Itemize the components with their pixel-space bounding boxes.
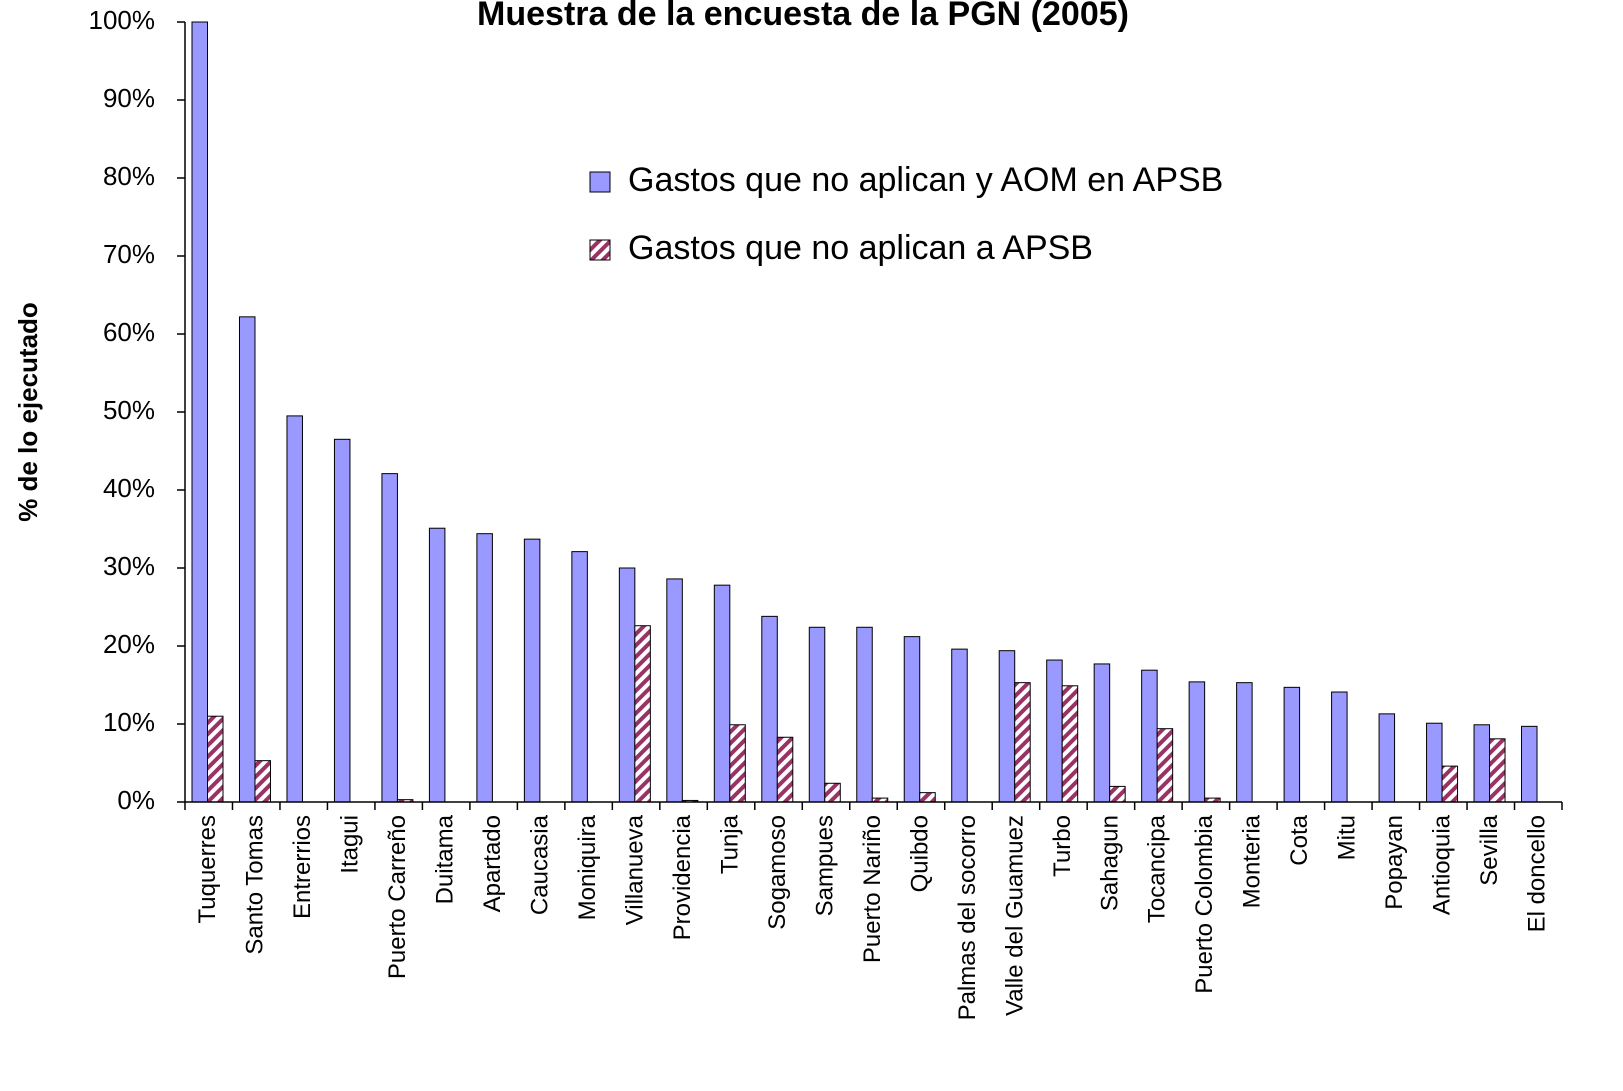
y-tick-label: 50% — [103, 395, 155, 425]
legend-swatch — [589, 239, 611, 261]
x-tick-label: Popayan — [1381, 815, 1408, 910]
bar — [381, 473, 398, 803]
bar — [571, 551, 588, 803]
bar — [523, 538, 541, 803]
bar — [729, 724, 746, 803]
x-tick-label: Tunja — [716, 814, 743, 874]
legend-label: Gastos que no aplican a APSB — [628, 229, 1093, 267]
y-tick-label: 90% — [103, 83, 155, 113]
x-tick-label: Mitu — [1334, 815, 1361, 860]
x-tick-label: Monteria — [1239, 814, 1266, 908]
y-tick-label: 20% — [103, 629, 155, 659]
x-tick-label: Villanueva — [621, 814, 648, 925]
x-tick-label: Duitama — [431, 814, 458, 904]
x-tick-label: Puerto Carreño — [384, 815, 411, 979]
bar — [998, 650, 1016, 803]
bar — [1141, 669, 1158, 803]
y-tick-label: 0% — [117, 785, 155, 815]
chart-title: Muestra de la encuesta de la PGN (2005) — [477, 0, 1129, 33]
x-tick-label: Puerto Nariño — [859, 815, 886, 963]
y-axis-title: % de lo ejecutado — [13, 302, 43, 522]
bar — [286, 415, 303, 803]
x-tick-label: Santo Tomas — [242, 815, 269, 955]
x-tick-label: Quibdo — [906, 815, 933, 892]
x-tick-label: Sevilla — [1476, 814, 1503, 885]
x-tick-label: Cota — [1286, 814, 1313, 865]
bar — [1014, 682, 1031, 803]
bar — [951, 648, 968, 803]
bar — [824, 782, 841, 803]
bar — [476, 533, 493, 803]
x-tick-label: Tuquerres — [194, 815, 221, 924]
x-tick-label: Turbo — [1049, 815, 1076, 877]
x-tick-label: El doncello — [1524, 815, 1551, 932]
bar — [713, 584, 731, 803]
bar — [1188, 681, 1206, 803]
bar — [1489, 738, 1506, 803]
legend-swatch — [589, 171, 611, 193]
x-tick-label: Sampues — [811, 815, 838, 916]
bar — [634, 625, 651, 803]
bar — [207, 715, 224, 803]
bar — [618, 567, 636, 803]
bar — [919, 792, 936, 803]
bar — [903, 636, 921, 803]
y-tick-label: 70% — [103, 239, 155, 269]
bar — [1378, 713, 1396, 803]
y-tick-label: 60% — [103, 317, 155, 347]
bar — [1061, 685, 1079, 803]
y-tick-label: 40% — [103, 473, 155, 503]
bar — [1331, 691, 1348, 803]
bar — [1046, 659, 1063, 803]
bar — [761, 615, 778, 803]
x-tick-label: Entrerrios — [289, 815, 316, 919]
x-tick-label: Valle del Guamuez — [1001, 815, 1028, 1016]
legend-label: Gastos que no aplican y AOM en APSB — [628, 161, 1223, 199]
x-tick-label: Itagui — [337, 815, 364, 874]
x-tick-label: Tocancipa — [1144, 814, 1171, 923]
bar — [1441, 765, 1459, 803]
bar — [666, 578, 683, 803]
bar — [1426, 722, 1443, 803]
bar — [1473, 724, 1491, 803]
bar — [1156, 728, 1174, 803]
bar — [191, 21, 208, 803]
x-tick-label: Apartado — [479, 815, 506, 912]
bar — [254, 760, 271, 803]
bar — [1521, 725, 1538, 803]
y-tick-label: 30% — [103, 551, 155, 581]
bar — [776, 736, 794, 803]
x-tick-label: Sahagun — [1096, 815, 1123, 911]
bar — [1236, 682, 1253, 803]
bar — [808, 626, 826, 803]
bar — [1109, 785, 1126, 803]
bar — [856, 626, 873, 803]
x-tick-label: Caucasia — [526, 814, 553, 915]
x-tick-label: Moniquira — [574, 814, 601, 920]
bar — [1283, 686, 1301, 803]
y-tick-label: 10% — [103, 707, 155, 737]
x-tick-label: Antioquia — [1429, 814, 1456, 915]
bar — [428, 527, 446, 803]
bar — [333, 438, 351, 803]
bar — [1093, 663, 1111, 803]
bar — [238, 316, 256, 803]
x-tick-label: Palmas del socorro — [954, 815, 981, 1020]
y-tick-label: 100% — [89, 5, 156, 35]
x-tick-label: Puerto Colombia — [1191, 814, 1218, 993]
x-tick-label: Providencia — [669, 814, 696, 940]
y-tick-label: 80% — [103, 161, 155, 191]
x-tick-label: Sogamoso — [764, 815, 791, 930]
